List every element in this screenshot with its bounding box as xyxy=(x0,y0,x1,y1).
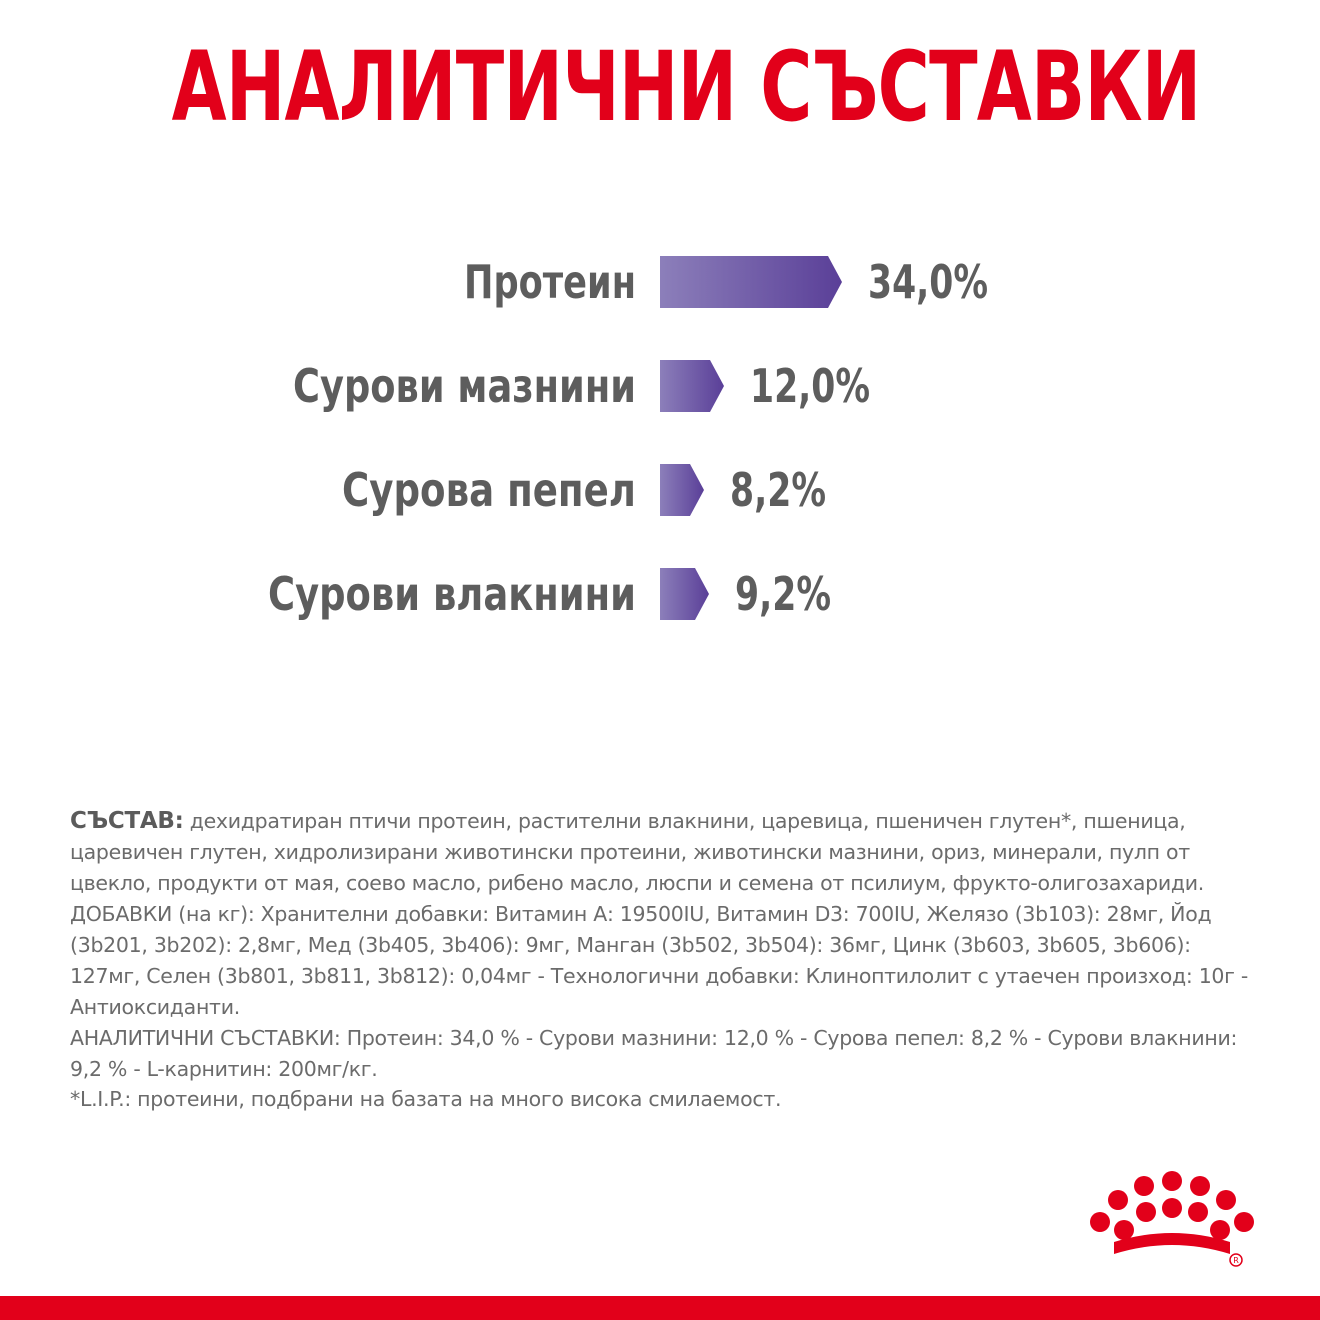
value-label: 9,2% xyxy=(735,567,831,621)
bar-mark xyxy=(660,464,704,516)
svg-text:R: R xyxy=(1233,1256,1239,1265)
additives-text: ДОБАВКИ (на кг): Хранителни добавки: Вит… xyxy=(70,902,1248,1019)
footnote: *L.I.P.: протеини, подбрани на базата на… xyxy=(70,1087,782,1111)
bottom-brand-bar xyxy=(0,1296,1320,1320)
analytical-bar-chart: Протеин 34,0% Сурови мазнини 12,0% Сурова пе… xyxy=(268,255,988,621)
bar-mark xyxy=(660,360,724,412)
page-title: АНАЛИТИЧНИ СЪСТАВКИ xyxy=(171,31,1202,143)
value-label: 8,2% xyxy=(730,463,826,517)
category-label: Сурови мазнини xyxy=(293,359,636,413)
value-label: 34,0% xyxy=(868,255,988,309)
category-label: Сурова пепел xyxy=(342,463,636,517)
composition-block: СЪСТАВ: дехидратиран птичи протеин, раст… xyxy=(70,806,1260,1085)
category-label: Сурови влакнини xyxy=(268,567,636,621)
value-label: 12,0% xyxy=(750,359,870,413)
composition-text: дехидратиран птичи протеин, растителни в… xyxy=(70,809,1205,895)
crown-logo-icon: R xyxy=(1090,1171,1254,1267)
analytical-text: АНАЛИТИЧНИ СЪСТАВКИ: Протеин: 34,0 % - С… xyxy=(70,1026,1238,1081)
category-label: Протеин xyxy=(464,255,636,309)
composition-label: СЪСТАВ: xyxy=(70,808,184,834)
bar-mark xyxy=(660,568,709,620)
bar-mark xyxy=(660,256,842,308)
